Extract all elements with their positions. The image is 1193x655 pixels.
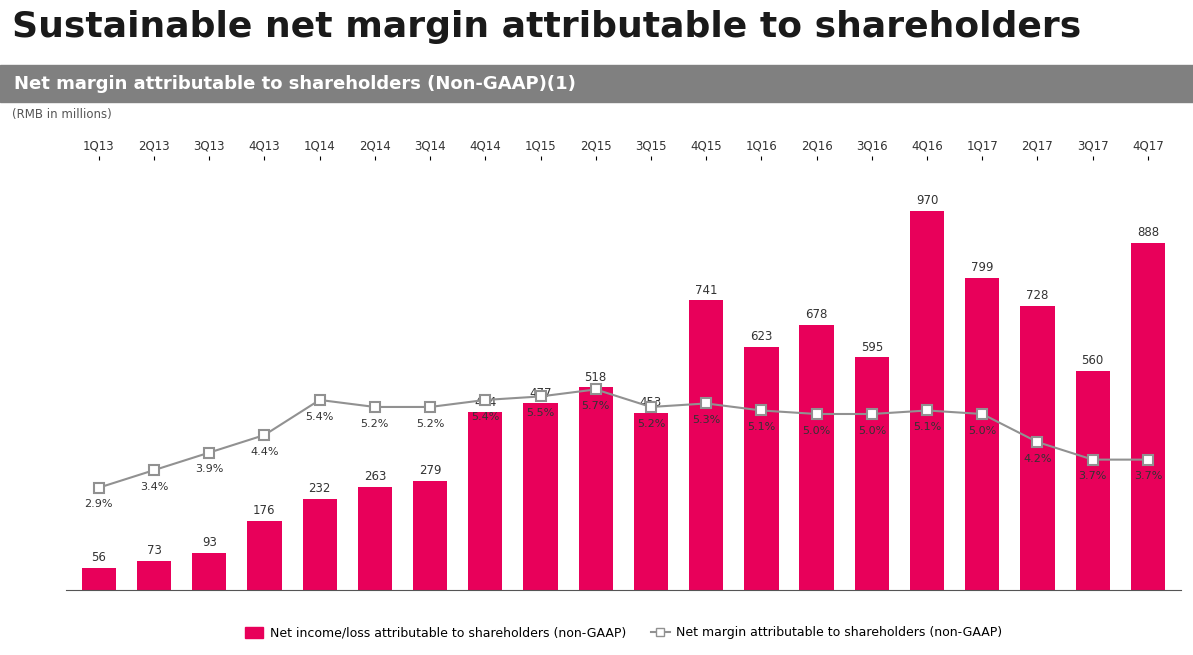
Text: 5.0%: 5.0% <box>858 426 886 436</box>
Text: 176: 176 <box>253 504 276 517</box>
Text: 623: 623 <box>750 329 773 343</box>
Text: 5.3%: 5.3% <box>692 415 721 425</box>
Text: 5.4%: 5.4% <box>471 411 500 422</box>
Text: 3.7%: 3.7% <box>1078 472 1107 481</box>
Text: 678: 678 <box>805 308 828 321</box>
Text: Net margin attributable to shareholders (Non-GAAP)(1): Net margin attributable to shareholders … <box>14 75 576 92</box>
Text: 5.2%: 5.2% <box>637 419 666 428</box>
Bar <box>633 413 668 590</box>
Text: 454: 454 <box>474 396 496 409</box>
Text: 477: 477 <box>530 386 551 400</box>
Legend: Net income/loss attributable to shareholders (non-GAAP), Net margin attributable: Net income/loss attributable to sharehol… <box>240 622 1007 645</box>
Text: 5.0%: 5.0% <box>803 426 830 436</box>
Bar <box>579 388 613 590</box>
Text: 93: 93 <box>202 536 217 550</box>
Bar <box>799 325 834 590</box>
Text: 728: 728 <box>1026 289 1049 302</box>
Text: 2.9%: 2.9% <box>85 499 113 510</box>
Text: 595: 595 <box>860 341 883 354</box>
Bar <box>358 487 392 590</box>
Text: 4.4%: 4.4% <box>251 447 279 457</box>
Bar <box>1076 371 1109 590</box>
Text: 3.9%: 3.9% <box>194 464 223 474</box>
Text: 4.2%: 4.2% <box>1024 454 1052 464</box>
Text: 5.5%: 5.5% <box>526 408 555 418</box>
Bar <box>524 403 557 590</box>
Text: 56: 56 <box>92 551 106 564</box>
Text: 232: 232 <box>309 482 330 495</box>
Bar <box>137 561 171 590</box>
Text: 3.7%: 3.7% <box>1133 472 1162 481</box>
Bar <box>468 413 502 590</box>
Text: 799: 799 <box>971 261 994 274</box>
Text: 5.4%: 5.4% <box>305 411 334 422</box>
Text: 73: 73 <box>147 544 161 557</box>
Text: 970: 970 <box>916 195 938 207</box>
Text: 279: 279 <box>419 464 441 477</box>
Text: 5.1%: 5.1% <box>913 422 941 432</box>
Bar <box>303 499 336 590</box>
Bar <box>413 481 447 590</box>
Bar <box>744 346 779 590</box>
Text: 5.1%: 5.1% <box>747 422 775 432</box>
Bar <box>81 568 116 590</box>
Bar <box>965 278 1000 590</box>
Bar <box>854 358 889 590</box>
Bar <box>1020 306 1055 590</box>
Text: 5.2%: 5.2% <box>416 419 444 428</box>
Text: Sustainable net margin attributable to shareholders: Sustainable net margin attributable to s… <box>12 10 1081 44</box>
Text: 3.4%: 3.4% <box>140 482 168 492</box>
Text: 5.7%: 5.7% <box>581 401 610 411</box>
Bar <box>192 553 227 590</box>
Text: 5.2%: 5.2% <box>360 419 389 428</box>
Text: 263: 263 <box>364 470 387 483</box>
Text: (RMB in millions): (RMB in millions) <box>12 108 112 121</box>
Bar <box>690 301 723 590</box>
Bar <box>247 521 282 590</box>
Text: 5.0%: 5.0% <box>969 426 996 436</box>
Text: 518: 518 <box>585 371 607 384</box>
Text: 560: 560 <box>1082 354 1104 367</box>
Text: 888: 888 <box>1137 226 1160 239</box>
Text: 741: 741 <box>696 284 717 297</box>
Bar <box>910 211 944 590</box>
Text: 453: 453 <box>639 396 662 409</box>
Bar <box>1131 243 1166 590</box>
